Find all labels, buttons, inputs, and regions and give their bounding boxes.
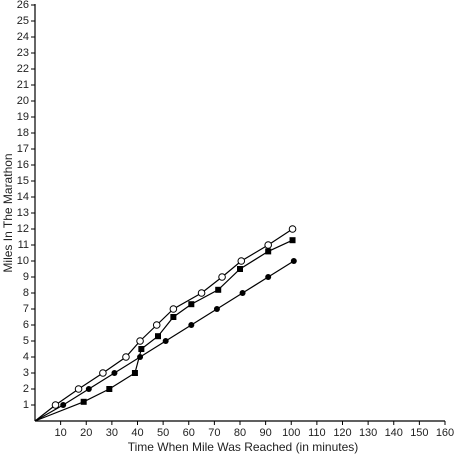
marker [188,322,195,328]
marker [169,305,178,313]
marker [152,321,161,329]
marker [265,248,272,255]
y-tick-label: 11 [18,239,29,251]
series-line [34,228,293,422]
x-tick-label: 100 [282,427,300,439]
marker [111,370,118,376]
y-tick-label: 25 [17,15,29,27]
y-tick-label: 15 [17,175,29,187]
y-tick-label: 14 [17,191,29,203]
y-tick-label: 1 [23,399,29,411]
marker [136,337,144,345]
y-tick-label: 23 [17,47,29,59]
series-line [34,239,293,422]
y-tick-label: 3 [23,367,29,379]
y-tick-label: 5 [23,335,29,347]
marker [122,353,130,361]
x-tick-label: 130 [359,427,377,439]
marker [170,314,177,320]
y-tick-label: 22 [17,63,29,75]
y-tick-label: 12 [17,223,29,235]
y-tick-label: 21 [17,79,29,91]
x-tick-label: 50 [157,427,169,439]
marker [288,225,297,233]
y-tick-label: 18 [17,127,29,139]
x-axis-label: Time When Mile Was Reached (in minutes) [128,440,359,454]
y-tick-label: 13 [17,207,29,219]
marker [138,346,145,352]
marker [99,369,107,377]
marker [215,286,222,293]
x-tick-label: 20 [80,427,92,439]
marker [289,237,296,244]
x-tick-label: 80 [234,427,246,439]
marker [51,401,60,409]
x-tick-label: 110 [308,427,326,439]
y-tick-label: 24 [17,31,29,43]
y-tick-label: 6 [23,319,29,331]
marker [237,266,243,272]
marker [237,257,246,265]
marker [265,274,272,280]
marker [106,386,113,392]
marker [80,398,87,405]
y-tick-label: 8 [23,287,29,299]
x-tick-label: 160 [436,427,454,439]
y-tick-label: 17 [17,143,29,155]
marker [131,370,138,376]
y-tick-label: 4 [23,351,29,363]
marker [290,258,297,264]
marker [162,338,169,344]
marker [85,386,92,392]
marker [74,385,83,393]
x-tick-label: 150 [410,427,428,439]
x-tick-label: 60 [183,427,195,439]
y-tick-label: 9 [23,271,29,283]
x-tick-label: 70 [208,427,220,439]
marker [197,289,206,297]
marker [137,354,144,360]
x-tick-label: 10 [55,427,67,439]
x-tick-label: 30 [106,427,118,439]
y-tick-label: 16 [17,159,29,171]
y-tick-label: 19 [17,111,29,123]
x-tick-label: 40 [131,427,143,439]
marker [60,402,67,408]
marker [239,290,246,296]
marker [188,301,195,308]
y-tick-label: 26 [17,0,29,11]
x-tick-label: 90 [260,427,272,439]
y-tick-label: 2 [23,383,29,395]
marker [264,241,272,249]
x-tick-label: 120 [333,427,351,439]
y-tick-label: 10 [17,255,29,267]
marker [155,333,161,340]
marker [213,306,220,312]
y-axis-label: Miles In The Marathon [1,153,15,272]
y-tick-label: 7 [23,303,29,315]
x-tick-label: 140 [385,427,403,439]
y-tick-label: 20 [17,95,29,107]
marker [218,273,226,281]
